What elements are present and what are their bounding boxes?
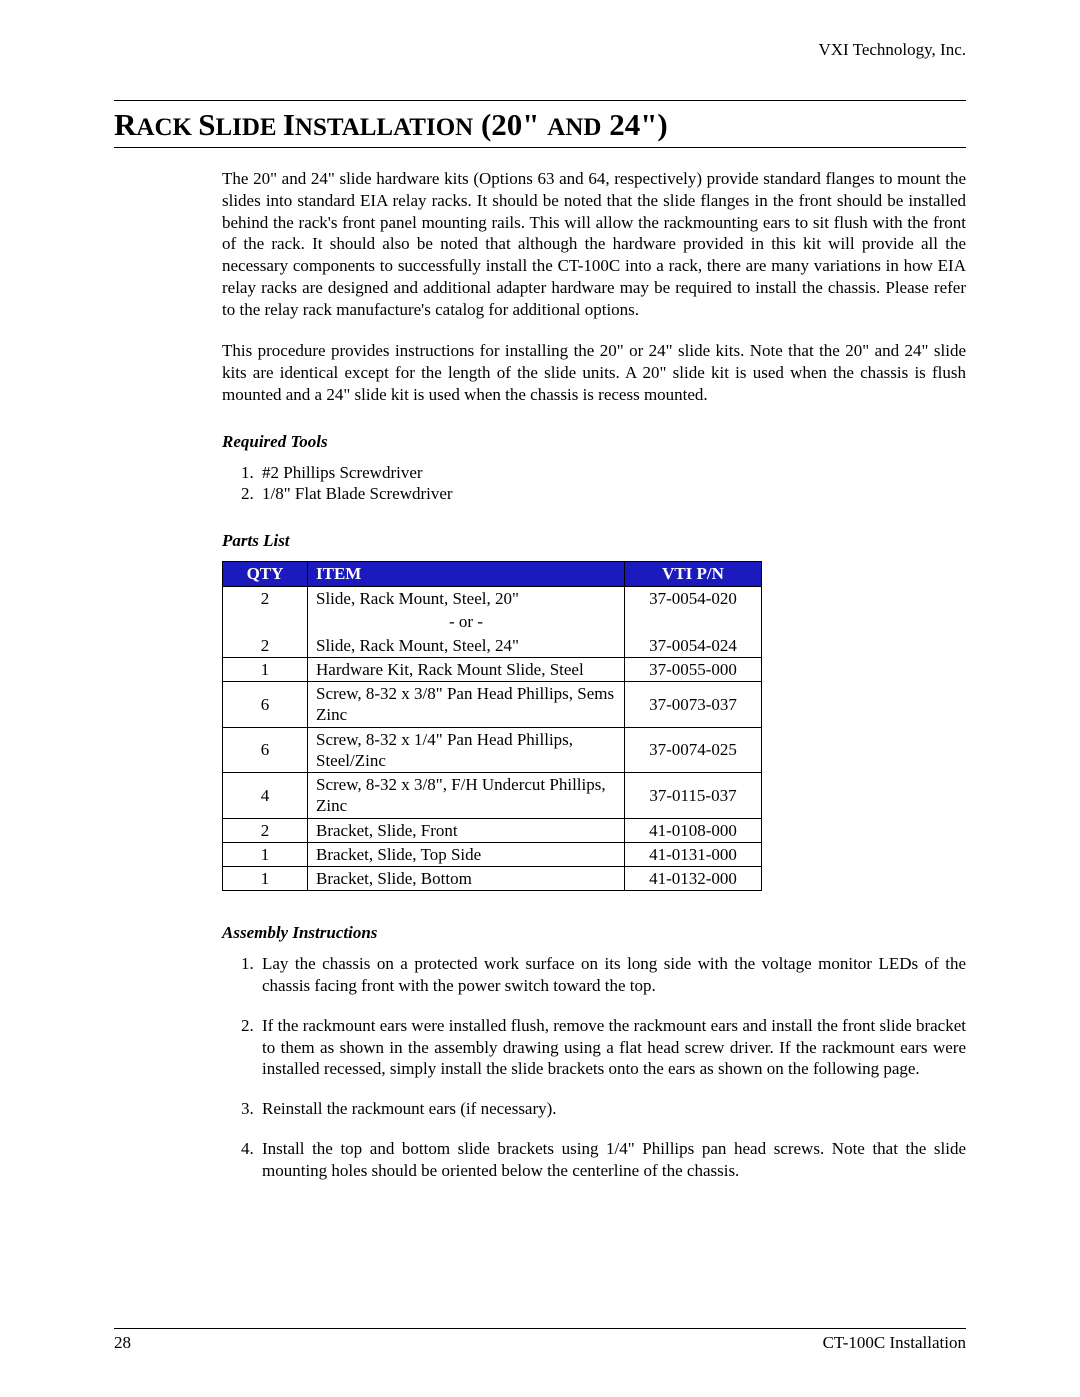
table-row: 2Bracket, Slide, Front41-0108-000	[223, 818, 762, 842]
cell-item: Screw, 8-32 x 1/4" Pan Head Phillips, St…	[308, 727, 625, 773]
assembly-heading: Assembly Instructions	[222, 923, 966, 943]
col-pn: VTI P/N	[625, 562, 762, 587]
table-row: 4Screw, 8-32 x 3/8", F/H Undercut Philli…	[223, 773, 762, 819]
parts-table: QTY ITEM VTI P/N 2Slide, Rack Mount, Ste…	[222, 561, 762, 891]
required-tools-heading: Required Tools	[222, 432, 966, 452]
cell-pn: 37-0054-024	[625, 634, 762, 658]
cell-pn: 37-0074-025	[625, 727, 762, 773]
assembly-step: Reinstall the rackmount ears (if necessa…	[258, 1098, 966, 1120]
assembly-step: Lay the chassis on a protected work surf…	[258, 953, 966, 997]
title-rule-bottom	[114, 147, 966, 148]
cell-qty: 1	[223, 657, 308, 681]
title-rule-top	[114, 100, 966, 101]
cell-pn: 37-0055-000	[625, 657, 762, 681]
assembly-step: Install the top and bottom slide bracket…	[258, 1138, 966, 1182]
cell-pn: 41-0131-000	[625, 842, 762, 866]
table-row: 6Screw, 8-32 x 1/4" Pan Head Phillips, S…	[223, 727, 762, 773]
cell-qty	[223, 610, 308, 633]
cell-pn: 37-0073-037	[625, 682, 762, 728]
cell-item: Slide, Rack Mount, Steel, 20"	[308, 587, 625, 611]
cell-pn: 37-0115-037	[625, 773, 762, 819]
footer-rule	[114, 1328, 966, 1329]
cell-pn: 41-0108-000	[625, 818, 762, 842]
cell-qty: 1	[223, 867, 308, 891]
company-name: VXI Technology, Inc.	[114, 40, 966, 60]
cell-qty: 2	[223, 818, 308, 842]
cell-qty: 6	[223, 727, 308, 773]
intro-paragraph-2: This procedure provides instructions for…	[222, 340, 966, 405]
cell-item: Hardware Kit, Rack Mount Slide, Steel	[308, 657, 625, 681]
cell-qty: 6	[223, 682, 308, 728]
tool-item: #2 Phillips Screwdriver	[258, 462, 966, 484]
cell-item: Screw, 8-32 x 3/8" Pan Head Phillips, Se…	[308, 682, 625, 728]
cell-pn	[625, 610, 762, 633]
content-block: The 20" and 24" slide hardware kits (Opt…	[222, 168, 966, 1181]
page: VXI Technology, Inc. RACK SLIDE INSTALLA…	[0, 0, 1080, 1397]
cell-item: Screw, 8-32 x 3/8", F/H Undercut Phillip…	[308, 773, 625, 819]
table-row: 1Bracket, Slide, Bottom41-0132-000	[223, 867, 762, 891]
required-tools-list: #2 Phillips Screwdriver1/8" Flat Blade S…	[222, 462, 966, 506]
parts-list-heading: Parts List	[222, 531, 966, 551]
cell-item: Bracket, Slide, Bottom	[308, 867, 625, 891]
cell-qty: 1	[223, 842, 308, 866]
assembly-list: Lay the chassis on a protected work surf…	[222, 953, 966, 1181]
assembly-step: If the rackmount ears were installed flu…	[258, 1015, 966, 1080]
cell-qty: 4	[223, 773, 308, 819]
table-header-row: QTY ITEM VTI P/N	[223, 562, 762, 587]
cell-item: Bracket, Slide, Front	[308, 818, 625, 842]
table-row: 2Slide, Rack Mount, Steel, 24"37-0054-02…	[223, 634, 762, 658]
section-title: RACK SLIDE INSTALLATION (20" AND 24")	[114, 107, 966, 143]
table-row: 2Slide, Rack Mount, Steel, 20"37-0054-02…	[223, 587, 762, 611]
footer-doc-title: CT-100C Installation	[823, 1333, 966, 1353]
intro-paragraph-1: The 20" and 24" slide hardware kits (Opt…	[222, 168, 966, 320]
page-footer: 28 CT-100C Installation	[114, 1328, 966, 1353]
cell-pn: 41-0132-000	[625, 867, 762, 891]
table-row: 1Hardware Kit, Rack Mount Slide, Steel37…	[223, 657, 762, 681]
cell-qty: 2	[223, 587, 308, 611]
cell-item: Bracket, Slide, Top Side	[308, 842, 625, 866]
cell-item: - or -	[308, 610, 625, 633]
table-row: 6Screw, 8-32 x 3/8" Pan Head Phillips, S…	[223, 682, 762, 728]
col-qty: QTY	[223, 562, 308, 587]
cell-qty: 2	[223, 634, 308, 658]
page-number: 28	[114, 1333, 131, 1353]
tool-item: 1/8" Flat Blade Screwdriver	[258, 483, 966, 505]
cell-item: Slide, Rack Mount, Steel, 24"	[308, 634, 625, 658]
table-row: - or -	[223, 610, 762, 633]
cell-pn: 37-0054-020	[625, 587, 762, 611]
col-item: ITEM	[308, 562, 625, 587]
table-row: 1Bracket, Slide, Top Side41-0131-000	[223, 842, 762, 866]
